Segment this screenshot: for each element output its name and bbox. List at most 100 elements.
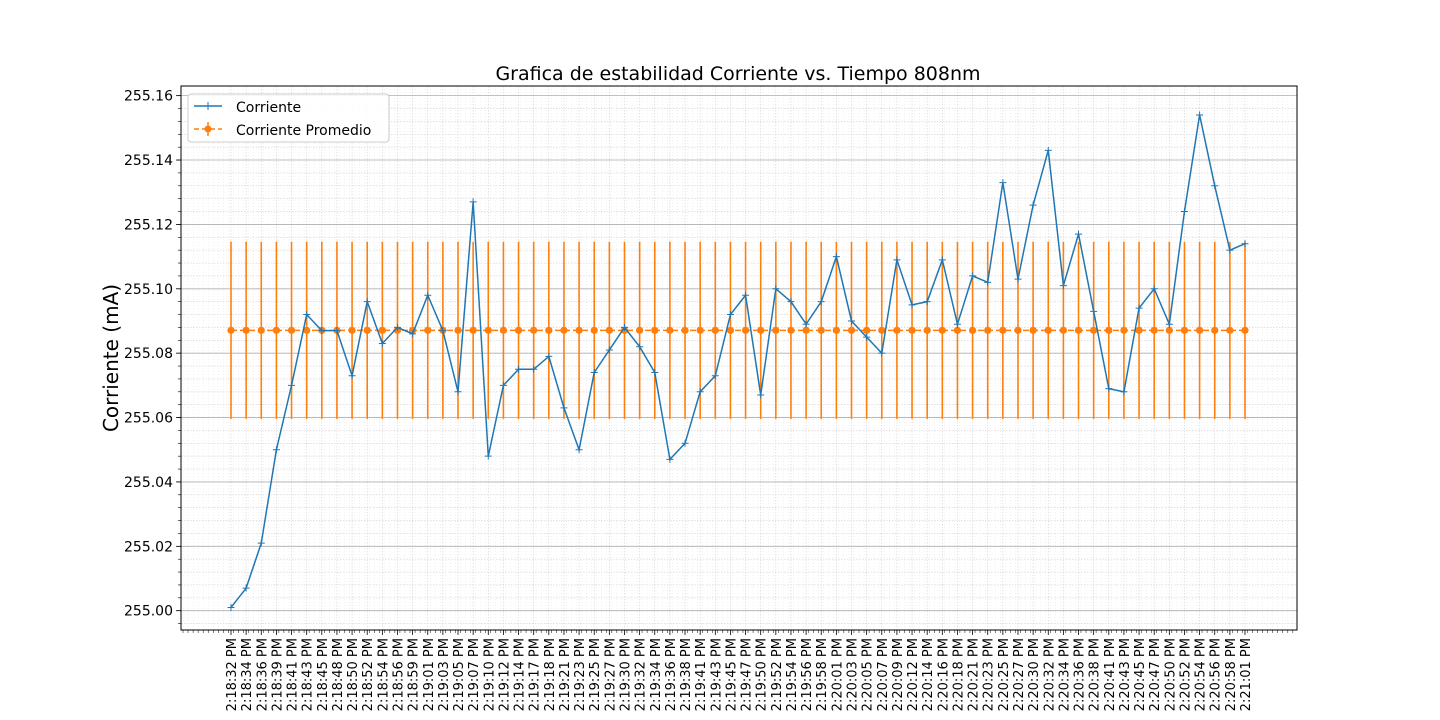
average-marker (257, 326, 265, 334)
average-marker (499, 326, 508, 334)
x-tick-label: 2:18:54 PM (376, 638, 391, 711)
average-marker (847, 326, 856, 334)
data-point-corriente (636, 343, 644, 351)
data-point-corriente (409, 330, 417, 338)
average-marker (287, 326, 296, 334)
y-tick-label: 255.06 (124, 411, 173, 427)
x-tick-label: 2:18:50 PM (346, 638, 361, 711)
average-marker (1120, 326, 1128, 334)
x-tick-label: 2:20:18 PM (951, 638, 966, 711)
average-marker (378, 326, 386, 334)
data-point-corriente (560, 404, 568, 412)
average-marker (1195, 326, 1204, 334)
x-tick-label: 2:20:07 PM (876, 638, 891, 711)
data-point-corriente (227, 603, 235, 611)
x-tick-label: 2:20:38 PM (1088, 638, 1103, 711)
average-marker (545, 326, 553, 334)
x-tick-label: 2:19:38 PM (679, 638, 694, 711)
data-point-corriente (272, 446, 280, 454)
data-point-corriente (1044, 146, 1052, 154)
data-point-corriente (1241, 240, 1249, 248)
average-marker (605, 326, 613, 334)
average-marker (1029, 326, 1037, 334)
data-point-corriente (1180, 208, 1188, 216)
x-tick-label: 2:19:30 PM (618, 638, 633, 711)
x-tick-label: 2:19:47 PM (740, 638, 755, 711)
x-tick-label: 2:18:59 PM (407, 638, 422, 711)
average-marker (1014, 326, 1022, 334)
data-point-corriente (984, 278, 992, 286)
data-point-corriente (393, 323, 401, 331)
average-marker (923, 326, 931, 334)
data-point-corriente (545, 352, 553, 360)
data-point-corriente (923, 298, 931, 306)
data-point-corriente (454, 388, 462, 396)
x-tick-label: 2:19:05 PM (452, 638, 467, 711)
x-tick-label: 2:20:36 PM (1073, 638, 1088, 711)
average-marker (1150, 326, 1158, 334)
average-marker (363, 326, 371, 334)
data-point-corriente (848, 317, 856, 325)
average-marker (711, 326, 719, 334)
data-point-corriente (318, 327, 326, 335)
x-tick-label: 2:18:34 PM (240, 638, 255, 711)
x-tick-label: 2:19:32 PM (634, 638, 649, 711)
data-point-corriente (893, 256, 901, 264)
data-point-corriente (530, 365, 538, 373)
data-point-corriente (726, 311, 734, 319)
data-point-corriente (757, 391, 765, 399)
data-point-corriente (424, 291, 432, 299)
data-point-corriente (439, 327, 447, 335)
x-tick-label: 2:20:23 PM (982, 638, 997, 711)
average-marker (863, 326, 871, 334)
average-marker (242, 326, 250, 334)
x-tick-label: 2:19:56 PM (800, 638, 815, 711)
data-point-corriente (1196, 111, 1204, 119)
data-point-corriente (363, 298, 371, 306)
y-tick-label: 255.14 (124, 153, 173, 169)
series-line-corriente (230, 114, 1246, 608)
data-point-corriente (590, 368, 598, 376)
average-marker (893, 326, 901, 334)
x-tick-label: 2:18:43 PM (301, 638, 316, 711)
legend-frame (187, 93, 390, 143)
average-marker (484, 326, 492, 334)
average-marker (1226, 326, 1234, 334)
y-tick-label: 255.10 (124, 282, 173, 298)
average-marker (575, 326, 583, 334)
average-marker (817, 326, 825, 334)
x-tick-label: 2:20:56 PM (1209, 638, 1224, 711)
data-point-corriente (1150, 285, 1158, 293)
average-marker (787, 326, 795, 334)
plot-area: 255.00 255.02 255.04 255.06 255.08 255.10 255.… (124, 85, 1298, 711)
x-tick-label: 2:18:39 PM (270, 638, 285, 711)
x-tick-label: 2:19:17 PM (528, 638, 543, 711)
x-tick-label: 2:20:25 PM (997, 638, 1012, 711)
data-point-corriente (832, 253, 840, 261)
average-marker (681, 326, 689, 334)
x-tick-label: 2:21:01 PM (1239, 638, 1254, 711)
average-marker (666, 326, 674, 334)
x-tick-label: 2:20:30 PM (1027, 638, 1042, 711)
x-tick-label: 2:20:43 PM (1118, 638, 1133, 711)
data-point-corriente (288, 381, 296, 389)
x-tick-label: 2:19:10 PM (482, 638, 497, 711)
average-marker (636, 326, 644, 334)
average-marker (1044, 326, 1052, 334)
average-marker (530, 326, 538, 334)
data-point-corriente (953, 320, 961, 328)
x-tick-label: 2:20:41 PM (1103, 638, 1118, 711)
x-tick-label: 2:18:56 PM (391, 638, 406, 711)
average-marker (227, 326, 235, 334)
average-marker (726, 326, 735, 334)
x-tick-label: 2:19:07 PM (467, 638, 482, 711)
data-point-corriente (711, 372, 719, 380)
x-tick-label: 2:19:25 PM (588, 638, 603, 711)
y-tick-label: 255.04 (124, 475, 173, 491)
data-point-corriente (499, 381, 507, 389)
data-point-corriente (1211, 182, 1219, 190)
average-marker (1059, 326, 1067, 334)
average-marker (999, 326, 1007, 334)
x-tick-label: 2:20:52 PM (1178, 638, 1193, 711)
average-marker (772, 326, 780, 334)
